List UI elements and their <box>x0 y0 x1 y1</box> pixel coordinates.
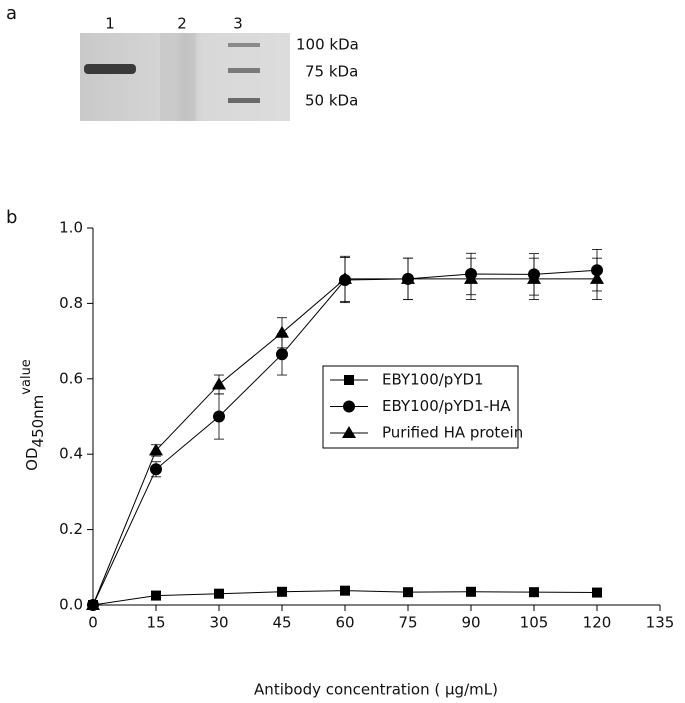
marker <box>213 410 225 423</box>
marker <box>590 271 604 284</box>
y-title-sub: 450nm <box>29 395 47 448</box>
marker <box>276 348 288 361</box>
marker <box>275 325 289 338</box>
lane-label: 3 <box>233 15 243 33</box>
marker <box>277 586 287 597</box>
panel-label: b <box>6 207 17 228</box>
marker <box>212 377 226 390</box>
y-axis-title: OD450nmvalue <box>19 359 47 471</box>
panel-label: a <box>6 3 17 24</box>
y-tick-label: 0.4 <box>59 445 83 463</box>
x-tick-label: 60 <box>335 614 354 632</box>
legend-marker <box>342 426 356 438</box>
marker <box>529 587 539 598</box>
gel-lane <box>160 33 196 121</box>
marker <box>464 271 478 284</box>
x-tick-label: 30 <box>209 614 228 632</box>
gel-band <box>84 64 136 74</box>
marker <box>527 271 541 284</box>
legend-marker <box>343 400 355 413</box>
x-tick-label: 75 <box>398 614 417 632</box>
marker <box>214 588 224 599</box>
y-tick-label: 0.8 <box>59 294 83 312</box>
y-tick-label: 1.0 <box>59 219 83 237</box>
legend-marker <box>344 375 354 385</box>
y-tick-label: 0.0 <box>59 596 83 614</box>
marker-label: 50 kDa <box>305 92 358 110</box>
marker <box>592 587 602 598</box>
y-title-main: OD <box>23 447 41 470</box>
marker <box>338 271 352 284</box>
marker <box>86 598 100 610</box>
x-tick-label: 120 <box>583 614 612 632</box>
lane-label: 1 <box>105 15 115 33</box>
marker <box>401 271 415 284</box>
y-tick-label: 0.2 <box>59 520 83 538</box>
ladder-band <box>228 68 260 73</box>
marker <box>150 463 162 476</box>
x-tick-label: 105 <box>520 614 549 632</box>
ladder-band <box>228 43 260 47</box>
legend-label: EBY100/pYD1-HA <box>382 397 511 415</box>
marker-label: 100 kDa <box>296 36 359 54</box>
legend-label: EBY100/pYD1 <box>382 371 484 389</box>
x-tick-label: 0 <box>88 614 98 632</box>
x-tick-label: 135 <box>646 614 675 632</box>
y-tick-label: 0.6 <box>59 369 83 387</box>
x-tick-label: 45 <box>272 614 291 632</box>
marker <box>151 590 161 601</box>
marker <box>149 443 163 456</box>
marker <box>340 585 350 596</box>
x-axis-title: Antibody concentration ( µg/mL) <box>254 681 498 699</box>
x-tick-label: 15 <box>146 614 165 632</box>
marker <box>466 586 476 597</box>
marker-label: 75 kDa <box>305 63 358 81</box>
y-title-tail: value <box>19 359 34 395</box>
ladder-band <box>228 98 260 103</box>
marker <box>403 587 413 598</box>
lane-label: 2 <box>177 15 187 33</box>
legend-label: Purified HA protein <box>382 424 523 442</box>
x-tick-label: 90 <box>461 614 480 632</box>
